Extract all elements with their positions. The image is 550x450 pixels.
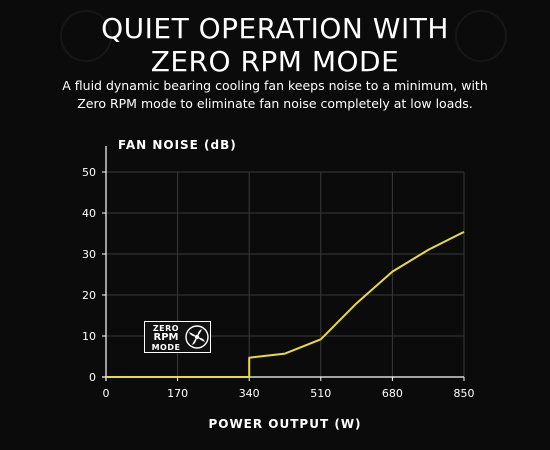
badge-line-1: ZERO	[152, 324, 180, 333]
subtitle: A fluid dynamic bearing cooling fan keep…	[20, 77, 530, 113]
subtitle-line-1: A fluid dynamic bearing cooling fan keep…	[62, 78, 488, 93]
headline-line-2: ZERO RPM MODE	[150, 45, 400, 78]
series-line	[106, 231, 465, 378]
x-tick-label: 850	[454, 387, 475, 400]
y-tick-label: 30	[82, 248, 96, 261]
x-tick-label: 0	[103, 387, 110, 400]
tick-layer: 0 10 20 30 40 50 0 170 340 510 680 850	[82, 166, 475, 400]
x-tick-label: 340	[239, 387, 260, 400]
subtitle-line-2: Zero RPM mode to eliminate fan noise com…	[77, 96, 473, 111]
y-tick-label: 40	[82, 207, 96, 220]
badge-text: ZERO RPM MODE	[149, 324, 183, 352]
x-tick-label: 170	[167, 387, 188, 400]
series-layer	[106, 231, 465, 378]
headline-line-1: QUIET OPERATION WITH	[101, 12, 449, 45]
y-tick-label: 20	[82, 289, 96, 302]
x-tick-label: 680	[382, 387, 403, 400]
background-ring	[455, 10, 507, 62]
badge-line-2: RPM	[153, 332, 179, 343]
x-tick-label: 510	[310, 387, 331, 400]
grid-layer	[106, 171, 465, 377]
zero-rpm-badge: ZERO RPM MODE	[144, 321, 211, 353]
y-tick-label: 10	[82, 330, 96, 343]
y-axis-title: FAN NOISE (dB)	[118, 138, 237, 152]
badge-line-3: MODE	[151, 343, 181, 352]
background-ring	[60, 10, 112, 62]
y-tick-label: 50	[82, 166, 96, 179]
fan-icon	[185, 325, 209, 349]
headline: QUIET OPERATION WITH ZERO RPM MODE	[0, 12, 550, 78]
y-tick-label: 0	[89, 371, 96, 384]
x-axis-title: POWER OUTPUT (W)	[208, 417, 361, 431]
